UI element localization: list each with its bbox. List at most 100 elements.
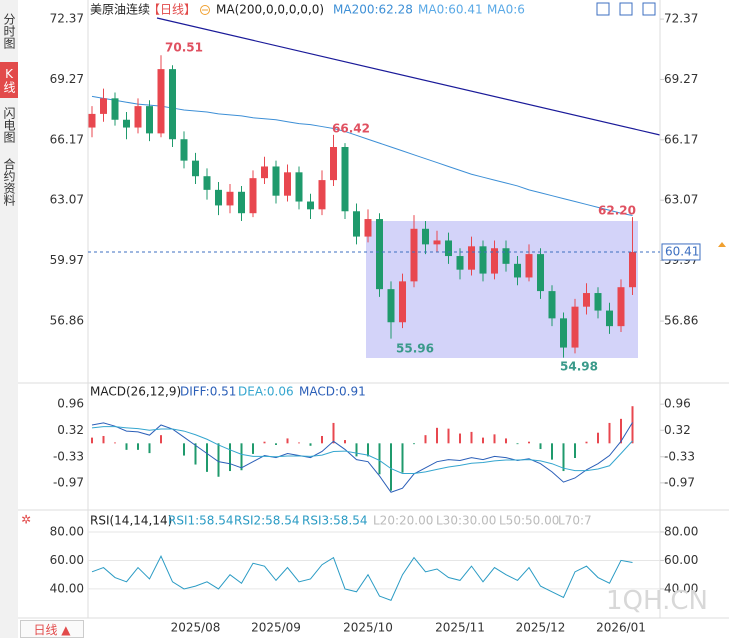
y-tick-label: -0.33 <box>53 449 84 463</box>
candle-body <box>215 189 222 206</box>
price-tag <box>661 243 701 261</box>
candle-body <box>468 246 475 270</box>
candle-body <box>525 254 533 278</box>
price-tag-text: 60.41 <box>665 244 699 258</box>
candle-body <box>307 201 314 210</box>
dea-line <box>91 426 633 474</box>
ma-label: MA(200,0,0,0,0,0) <box>216 3 324 17</box>
y-tick-label: 80.00 <box>50 524 84 538</box>
x-tick-label: 2025/10 <box>343 621 393 635</box>
y-tick-label: 69.27 <box>50 72 84 86</box>
tool-icon[interactable] <box>642 2 656 16</box>
price-marker <box>718 241 726 247</box>
candle-body <box>226 191 234 206</box>
toolbar <box>596 2 656 16</box>
candle-body <box>341 147 349 212</box>
period-button[interactable]: 日线 ▲ <box>20 620 84 638</box>
candle-body <box>433 240 441 245</box>
y-tick-label: 40.00 <box>50 581 84 595</box>
candle-body <box>353 211 360 237</box>
y-tick-label: 0.32 <box>57 423 84 437</box>
candle-body <box>123 119 130 128</box>
candle-body <box>606 310 613 327</box>
candle-body <box>272 166 280 196</box>
y-tick-label: 72.37 <box>664 12 698 26</box>
candle-body <box>180 139 188 161</box>
candle-body <box>445 240 452 257</box>
y-tick-label: 59.97 <box>50 253 84 267</box>
y-tick-label: 69.27 <box>664 72 698 86</box>
candle-body <box>330 147 337 181</box>
candle-body <box>617 287 625 327</box>
rsi-legend: L70:7 <box>558 514 592 528</box>
candle-body <box>100 98 107 114</box>
y-tick-label: 63.07 <box>50 193 84 207</box>
rsi-legend: RSI3:58.54 <box>302 514 368 528</box>
candle-body <box>364 219 372 237</box>
candle-body <box>169 69 176 140</box>
candle-body <box>146 106 153 134</box>
candle-body <box>422 228 429 245</box>
candle-body <box>583 293 590 307</box>
rsi-legend: RSI1:58.54 <box>168 514 234 528</box>
candle-body <box>88 113 96 128</box>
y-tick-label: -0.97 <box>664 475 695 489</box>
x-tick-label: 2025/08 <box>171 621 221 635</box>
y-tick-label: 60.00 <box>664 553 698 567</box>
candle-body <box>387 289 395 323</box>
extreme-label: 62.20 <box>598 204 636 218</box>
rsi-legend: L20:20.00 <box>373 514 433 528</box>
y-tick-label: 0.96 <box>57 397 84 411</box>
candle-body <box>456 256 464 270</box>
candle-body <box>537 254 544 292</box>
tab[interactable]: 分时图 <box>2 13 16 49</box>
y-tick-label: -0.33 <box>664 449 695 463</box>
candle-body <box>111 98 119 120</box>
y-tick-label: 66.17 <box>664 132 698 146</box>
rsi-line <box>91 555 633 601</box>
candle-body <box>192 160 199 177</box>
candle-body <box>238 191 245 214</box>
candle-body <box>284 172 291 196</box>
macd-legend: DEA:0.06 <box>238 385 294 399</box>
trend-line <box>156 17 661 136</box>
ma-value: MA0:6 <box>487 3 525 17</box>
y-tick-label: 72.37 <box>50 12 84 26</box>
macd-legend: MACD:0.91 <box>299 385 366 399</box>
candle-body <box>203 176 211 190</box>
tool-icon[interactable] <box>619 2 633 16</box>
candle-body <box>594 293 602 311</box>
y-tick-label: -0.97 <box>53 475 84 489</box>
y-tick-label: 0.96 <box>664 397 691 411</box>
candle-body <box>560 318 567 348</box>
candle-body <box>410 228 418 282</box>
x-tick-label: 2025/11 <box>435 621 485 635</box>
period: 【日线】 <box>148 3 196 17</box>
rsi-legend: RSI2:58.54 <box>234 514 300 528</box>
x-tick-label: 2025/12 <box>516 621 566 635</box>
settings-icon[interactable]: ✲ <box>21 513 31 527</box>
candle-body <box>157 69 165 134</box>
candle-body <box>318 180 326 210</box>
rsi-legend: L30:30.00 <box>436 514 496 528</box>
ma-value: MA200:62.28 <box>333 3 413 17</box>
tab[interactable]: 闪电图 <box>2 107 16 143</box>
extreme-label: 54.98 <box>560 360 598 374</box>
candle-body <box>376 219 383 290</box>
candle-body <box>249 178 257 214</box>
candle-body <box>491 248 498 274</box>
tool-icon[interactable] <box>596 2 610 16</box>
tab[interactable]: 合约资料 <box>2 158 16 206</box>
ma200-line <box>91 95 633 217</box>
candle-body <box>571 306 579 348</box>
candle-body <box>548 291 556 319</box>
toggle-icon[interactable] <box>200 5 210 15</box>
dif-line <box>91 422 633 493</box>
candle-body <box>479 246 487 274</box>
tab[interactable]: K线图 <box>0 62 18 98</box>
extreme-label: 66.42 <box>332 122 370 136</box>
watermark: 1QH.CN <box>606 586 708 616</box>
y-tick-label: 60.00 <box>50 553 84 567</box>
candle-body <box>399 281 406 323</box>
